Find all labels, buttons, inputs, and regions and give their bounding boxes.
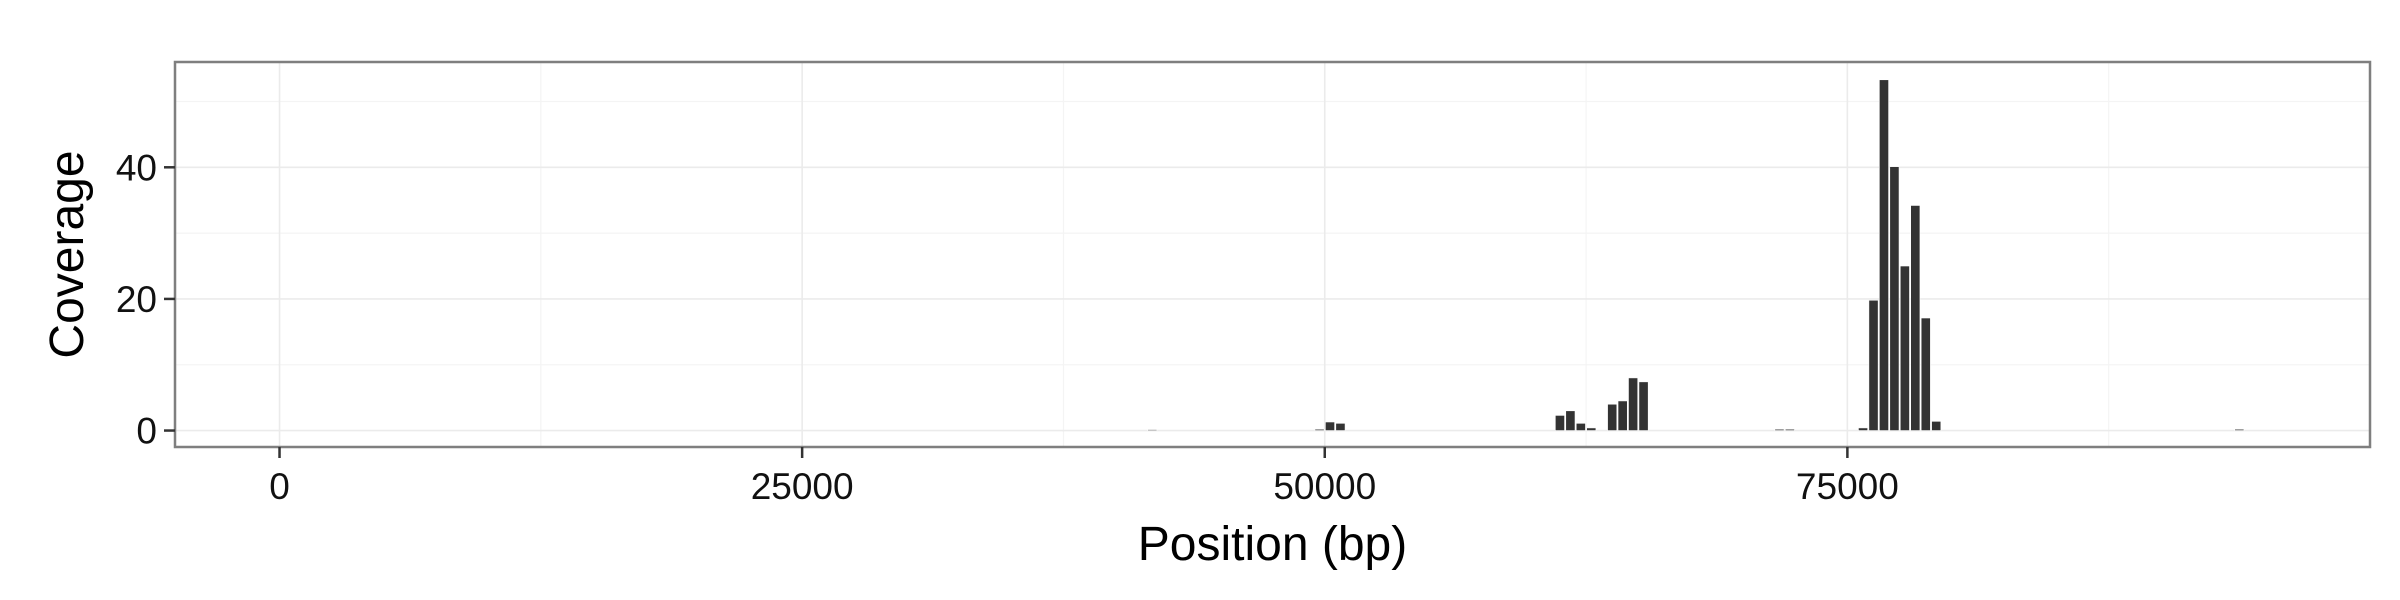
major-grid	[175, 62, 2370, 447]
coverage-bar	[1335, 423, 1346, 431]
coverage-bar	[1586, 427, 1597, 431]
coverage-bar	[1607, 403, 1618, 431]
coverage-bar	[1638, 381, 1649, 431]
y-tick-label: 0	[136, 411, 157, 452]
y-axis-title: Coverage	[41, 150, 94, 358]
x-tick-label: 0	[269, 466, 290, 507]
coverage-bar	[1879, 79, 1889, 431]
y-axis-ticks: 0 20 40	[116, 147, 175, 452]
coverage-bar	[1868, 299, 1879, 431]
x-tick-label: 50000	[1273, 466, 1376, 507]
coverage-bar	[1314, 428, 1325, 431]
x-tick-label: 75000	[1796, 466, 1899, 507]
coverage-bar	[1899, 265, 1910, 431]
coverage-bar	[1889, 166, 1900, 431]
coverage-bar	[1565, 410, 1576, 431]
bars	[1147, 79, 2245, 431]
coverage-bar	[1617, 400, 1628, 431]
panel-border	[173, 60, 2372, 449]
y-tick-label: 20	[116, 279, 157, 320]
x-tick-label: 25000	[751, 466, 854, 507]
coverage-bar	[1575, 423, 1586, 431]
coverage-bar	[1784, 428, 1795, 431]
minor-grid	[175, 62, 2370, 447]
coverage-bar	[1555, 415, 1565, 431]
x-axis-ticks: 0 25000 50000 75000	[269, 447, 1899, 507]
coverage-bar	[2234, 428, 2245, 431]
coverage-bar	[1920, 317, 1931, 431]
x-axis-title: Position (bp)	[1138, 518, 1407, 571]
coverage-bar	[1858, 427, 1868, 431]
coverage-bar	[1910, 205, 1921, 431]
y-tick-label: 40	[116, 147, 157, 188]
coverage-bar	[1931, 421, 1942, 431]
coverage-bar	[1628, 377, 1639, 431]
coverage-bar	[1774, 428, 1785, 431]
coverage-bar	[1147, 429, 1158, 431]
coverage-bar	[1325, 421, 1335, 431]
